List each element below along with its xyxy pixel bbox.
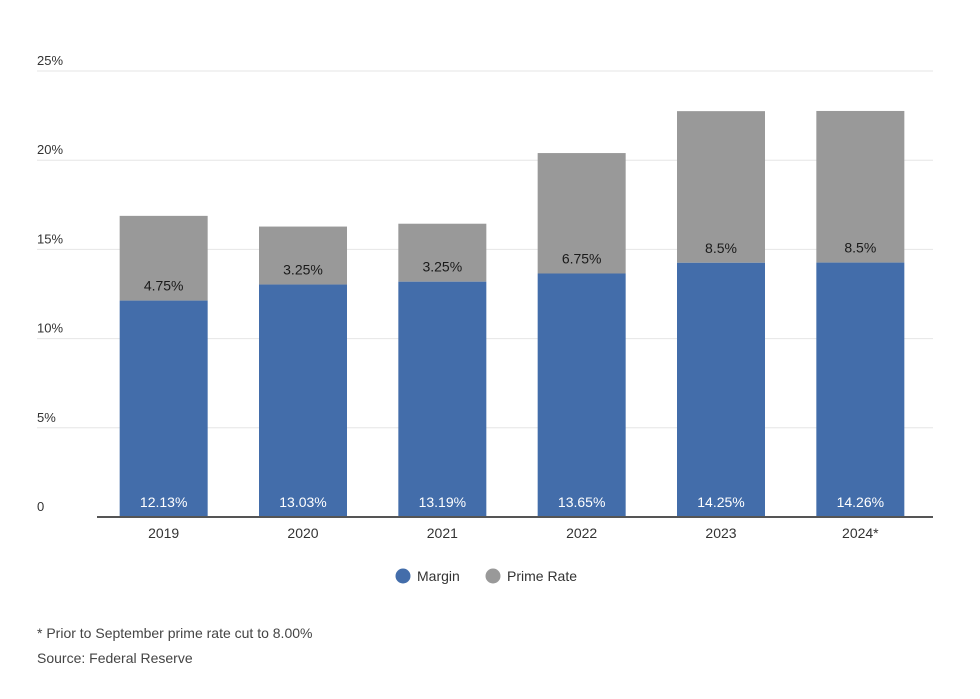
x-tick-label: 2024* — [842, 525, 879, 541]
bars-layer — [119, 110, 905, 517]
prime-rate-value-label: 8.5% — [844, 240, 876, 256]
bar-margin — [259, 284, 347, 517]
bar-prime-rate — [816, 110, 905, 263]
footnote-note: * Prior to September prime rate cut to 8… — [37, 625, 313, 641]
x-tick-label: 2019 — [148, 525, 179, 541]
margin-value-label: 14.26% — [837, 494, 884, 510]
y-tick-label: 10% — [37, 321, 63, 336]
bar-margin — [537, 273, 626, 517]
x-tick-label: 2023 — [705, 525, 736, 541]
margin-value-label: 14.25% — [697, 494, 744, 510]
prime-rate-value-label: 3.25% — [422, 259, 462, 275]
margin-value-label: 13.19% — [419, 494, 466, 510]
footnote-source: Source: Federal Reserve — [37, 650, 193, 666]
bar-prime-rate — [259, 226, 347, 285]
labels-layer: 12.13% 4.75% 13.03% 3.25% 13.19% 3.25% 13.65% 6… — [140, 240, 884, 510]
legend-swatch — [395, 568, 411, 584]
chart-svg: 12.13% 4.75% 13.03% 3.25% 13.19% 3.25% 13.65% 6… — [37, 53, 933, 584]
prime-rate-value-label: 4.75% — [144, 278, 184, 294]
x-tick-label: 2022 — [566, 525, 597, 541]
y-tick-label: 0 — [37, 499, 44, 514]
prime-rate-value-label: 3.25% — [283, 262, 323, 278]
bar-margin — [816, 262, 905, 517]
legend-swatch — [485, 568, 501, 584]
margin-value-label: 13.65% — [558, 494, 605, 510]
legend: Margin Prime Rate — [395, 568, 577, 584]
margin-value-label: 12.13% — [140, 494, 187, 510]
y-tick-label: 5% — [37, 410, 56, 425]
bar-prime-rate — [677, 111, 765, 263]
y-tick-label: 25% — [37, 53, 63, 68]
bar-prime-rate — [537, 153, 626, 274]
margin-value-label: 13.03% — [279, 494, 326, 510]
bar-margin — [398, 281, 487, 517]
x-tick-label: 2021 — [427, 525, 458, 541]
legend-label: Prime Rate — [507, 568, 577, 584]
bar-margin — [119, 300, 208, 517]
bar-prime-rate — [119, 215, 208, 301]
prime-rate-value-label: 8.5% — [705, 240, 737, 256]
bar-prime-rate — [398, 223, 487, 282]
axis-layer: 0 5% 10% 15% 20% 25% 2019 2020 2021 2022 2023 2024* — [37, 53, 933, 541]
prime-rate-value-label: 6.75% — [562, 250, 602, 266]
x-tick-label: 2020 — [287, 525, 318, 541]
bar-margin — [677, 262, 765, 517]
y-tick-label: 20% — [37, 142, 63, 157]
legend-label: Margin — [417, 568, 460, 584]
y-tick-label: 15% — [37, 231, 63, 246]
